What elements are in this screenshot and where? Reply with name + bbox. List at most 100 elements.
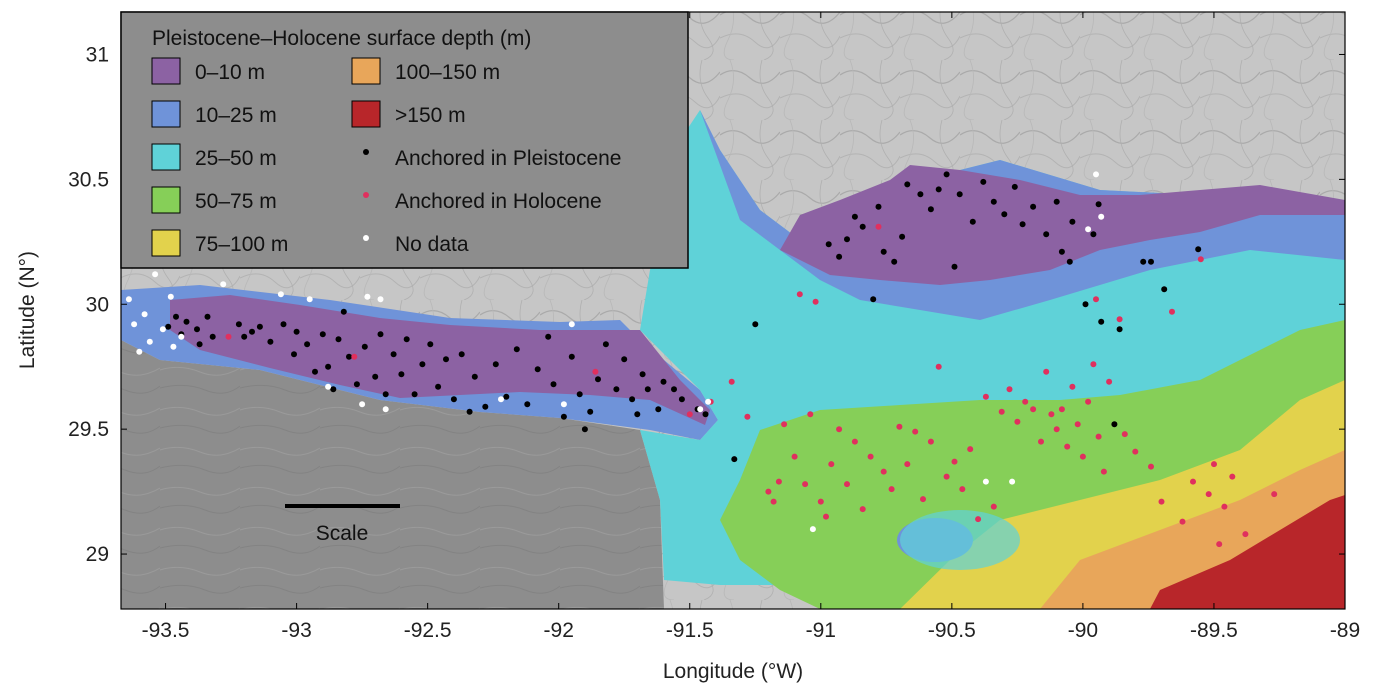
holocene-point [1205,491,1212,498]
legend-label: 10–25 m [195,104,277,127]
legend-label: Anchored in Pleistocene [395,147,621,170]
scale-label: Scale [316,522,369,545]
pleistocene-point [1111,421,1118,428]
pleistocene-point [346,353,352,360]
holocene-point [1100,468,1107,475]
holocene-point [1221,503,1228,510]
holocene-point [888,486,895,493]
pleistocene-point [602,341,609,348]
pleistocene-point [241,333,248,340]
pleistocene-point [411,391,418,398]
nodata-point [1085,226,1092,233]
x-tick-label: -92.5 [404,619,452,642]
pleistocene-point [587,408,594,415]
holocene-point [791,453,798,460]
pleistocene-point [943,171,950,178]
holocene-point [1179,518,1186,525]
holocene-point [1022,398,1029,405]
pleistocene-point [671,386,677,393]
pleistocene-point [443,356,449,363]
pleistocene-point [1030,203,1037,210]
nodata-point [220,281,227,288]
pleistocene-point [1001,211,1008,218]
holocene-point [859,506,866,513]
pleistocene-point [1058,248,1065,255]
legend-point-marker [363,149,369,155]
pleistocene-point [956,191,963,198]
nodata-point [131,321,138,328]
pleistocene-point [621,356,628,363]
nodata-point [277,291,284,298]
pleistocene-point [634,411,641,418]
depth-0-10-west [170,295,710,425]
holocene-point [935,363,942,370]
pleistocene-point [450,396,457,403]
legend-swatch [151,229,181,257]
pleistocene-point [935,186,942,193]
pleistocene-point [482,403,489,410]
pleistocene-point [524,401,531,408]
pleistocene-point [904,181,911,188]
x-tick-label: -93 [281,619,311,642]
nodata-point [306,296,313,303]
pleistocene-point [844,236,850,243]
pleistocene-point [293,328,300,335]
holocene-point [990,503,997,510]
holocene-point [1006,386,1013,393]
pleistocene-point [204,313,211,320]
pleistocene-point [859,223,866,230]
x-tick-label: -91 [806,619,836,642]
x-tick-label: -90 [1068,619,1098,642]
pleistocene-point [427,341,434,348]
holocene-point [1069,383,1076,390]
holocene-point [1229,473,1236,480]
holocene-point [1158,498,1165,505]
pleistocene-point [390,351,397,358]
pleistocene-point [1140,258,1147,265]
nodata-point [568,321,575,328]
legend-swatch [151,100,181,128]
legend-swatch [151,186,181,214]
legend-items: 0–10 m 10–25 m 25–50 m 50–75 m 75–100 m 100–1… [151,57,621,257]
pleistocene-point [398,371,405,378]
pleistocene-point [1011,183,1018,190]
nodata-point [152,271,159,278]
holocene-point [351,353,358,360]
holocene-point [1079,453,1086,460]
holocene-point [1116,316,1123,323]
nodata-point [325,383,332,390]
y-tick-label: 29.5 [68,418,109,441]
pleistocene-point [1069,218,1076,225]
pleistocene-point [372,373,379,380]
holocene-point [904,461,911,468]
y-axis-title: Latitude (N°) [16,251,39,369]
x-tick-label: -92 [544,619,574,642]
holocene-point [1053,426,1060,433]
x-axis-title: Longitude (°W) [663,660,803,683]
pleistocene-point [891,258,898,265]
holocene-point [1190,478,1196,485]
legend-box [120,11,689,269]
holocene-point [1090,361,1097,368]
holocene-point [1058,406,1065,413]
pleistocene-point [471,373,478,380]
nodata-point [141,311,148,318]
nodata-point [1093,171,1099,178]
pleistocene-point [1082,301,1089,308]
pleistocene-point [836,253,843,260]
holocene-point [867,453,874,460]
holocene-point [1048,411,1055,418]
holocene-point [896,423,903,430]
holocene-point [728,378,735,385]
x-tick-label: -93.5 [142,619,190,642]
pleistocene-point [312,368,318,375]
holocene-point [1148,463,1154,470]
pleistocene-point [927,206,934,213]
pleistocene-point [629,396,636,403]
legend-point-marker [363,235,369,241]
pleistocene-point [969,218,976,225]
pleistocene-point [655,406,662,413]
pleistocene-point [980,178,987,185]
nodata-point [146,338,153,345]
pleistocene-point [581,426,588,433]
